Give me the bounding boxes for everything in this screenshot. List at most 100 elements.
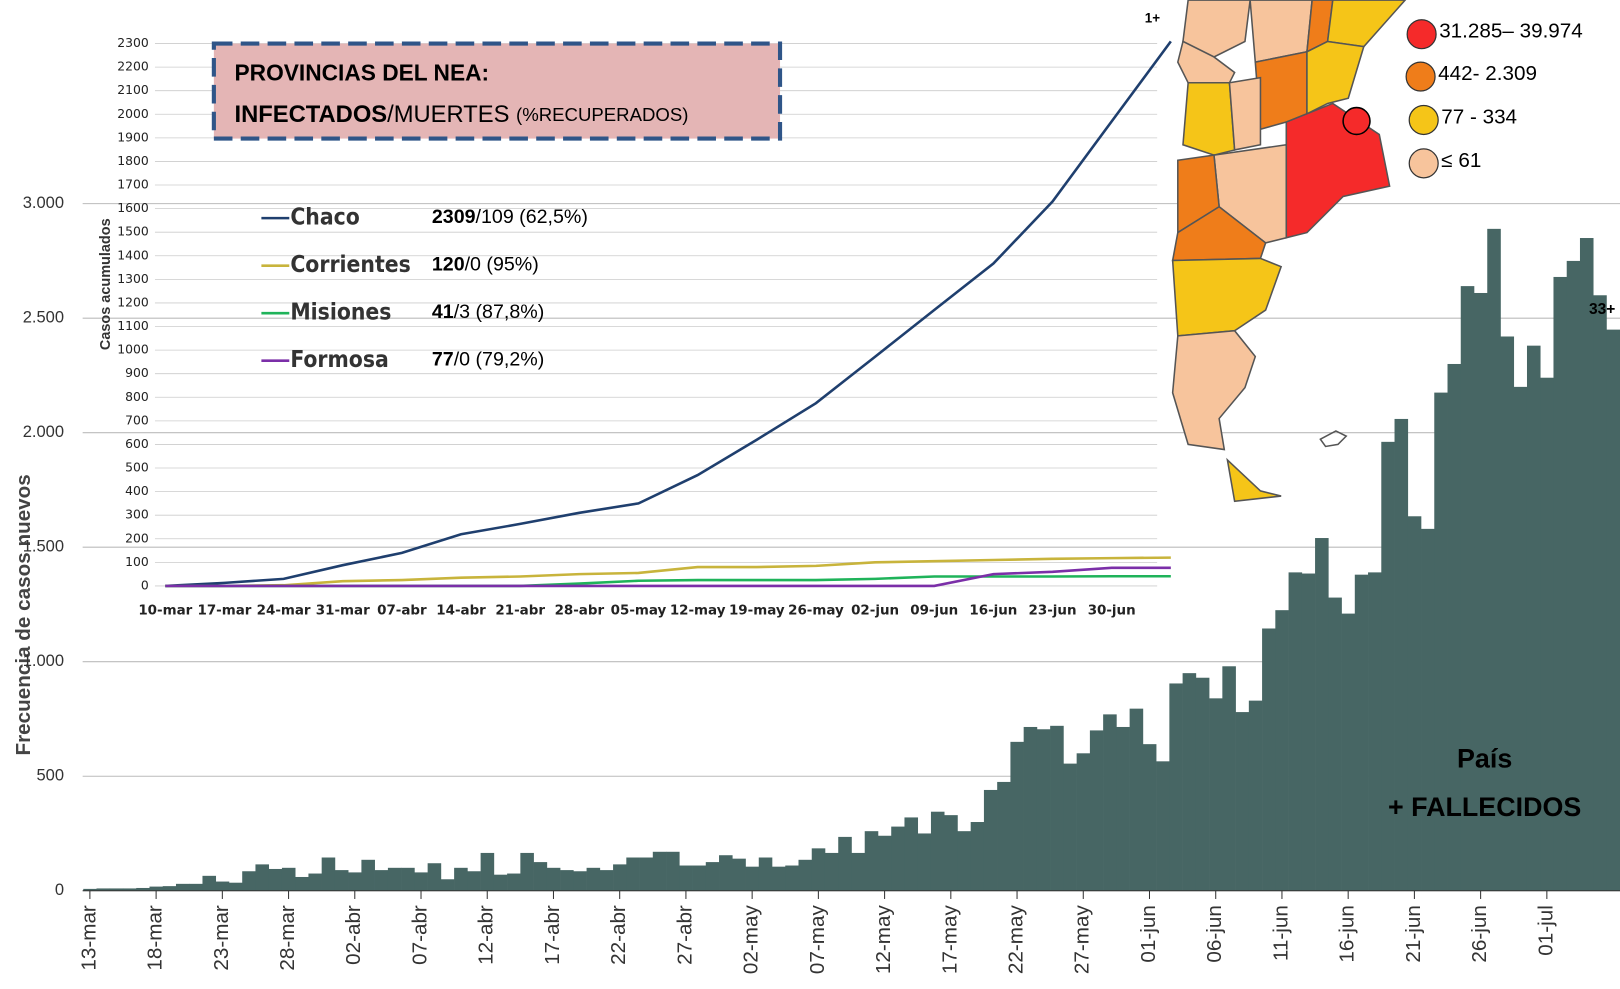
legend-detail: 41/3 (87,8%) [432, 301, 544, 323]
bar [533, 862, 548, 891]
bar [162, 886, 177, 891]
subtitle-bold: INFECTADOS [235, 101, 388, 128]
bar [997, 781, 1011, 891]
bar [1235, 712, 1250, 891]
grid [82, 43, 1620, 892]
bar [613, 864, 627, 891]
bar [719, 855, 733, 891]
bar [785, 865, 799, 891]
bar [639, 857, 654, 891]
x-tick-label: 16-jun [1336, 905, 1359, 962]
legend-label: 31.285– 39.974 [1439, 20, 1583, 43]
bar [215, 881, 230, 891]
annotation: 1+ [1145, 10, 1160, 25]
y-tick-label: 2100 [117, 82, 149, 97]
bar [96, 888, 111, 891]
bar [361, 859, 375, 891]
bar [281, 867, 296, 891]
line [165, 574, 1171, 588]
line [165, 566, 1171, 588]
title-box [211, 41, 783, 141]
x-tick-label: 10-mar [138, 604, 192, 619]
x-tick-label: 01-jul [1534, 905, 1557, 956]
bar [454, 867, 468, 891]
legend-bold: 2309 [432, 206, 476, 228]
bar [136, 887, 150, 891]
y-tick-label: 2.500 [23, 308, 64, 327]
inset: 0100200300400500600700800900100011001200… [117, 35, 1172, 619]
inset-subtitle: INFECTADOS/MUERTES (%RECUPERADOS) [235, 101, 689, 128]
bar [255, 864, 270, 891]
legend-label: ≤ 61 [1441, 149, 1481, 172]
y-axis-label: Frecuencia de casos nuevos [12, 474, 35, 755]
bar [891, 826, 905, 891]
bar [427, 863, 442, 891]
bar [970, 822, 985, 891]
bar [321, 857, 336, 891]
bar [334, 870, 349, 891]
bar [824, 852, 839, 891]
map-legend: 31.285– 39.974 442- 2.309 77 - 334 ≤ 61 [1405, 19, 1583, 179]
x-tick-label: 07-abr [408, 905, 431, 965]
bar [1354, 574, 1369, 891]
y-tick-label: 2300 [117, 35, 149, 50]
legend-label: Corrientes [290, 252, 410, 278]
legend-label: 442- 2.309 [1438, 62, 1537, 85]
y-tick-label: 1300 [117, 271, 149, 286]
bar [904, 817, 919, 891]
bar [1129, 708, 1144, 891]
bar [1262, 628, 1276, 891]
x-tick-label: 28-abr [555, 604, 605, 619]
bar [109, 888, 124, 891]
y-tick-label: 1.500 [23, 537, 64, 556]
map-marker [1342, 106, 1371, 136]
x-tick-label: 21-jun [1402, 905, 1425, 962]
bar [1076, 753, 1091, 891]
x-tick-label: 17-abr [541, 905, 564, 965]
y-tick-label: 0 [141, 577, 149, 592]
x-tick-label: 12-abr [475, 905, 498, 965]
legend-rest: /109 (62,5%) [476, 206, 588, 228]
legend-swatch [1406, 19, 1437, 50]
bar [1526, 345, 1541, 891]
y-tick-label: 1900 [117, 129, 149, 144]
bar [122, 888, 137, 891]
bar [1089, 730, 1104, 891]
bar [546, 867, 561, 891]
line [165, 40, 1172, 588]
bar [308, 873, 322, 891]
y-tick-label: 800 [125, 389, 149, 404]
bar [1460, 286, 1475, 891]
bar [1487, 228, 1501, 891]
bar [467, 871, 481, 891]
x-tick-label: 22-abr [607, 905, 630, 965]
x-tick-label: 09-jun [910, 604, 958, 619]
bar [772, 866, 786, 891]
bar [1593, 295, 1607, 891]
bar [758, 857, 773, 891]
bar [586, 867, 601, 891]
bar [1315, 538, 1329, 891]
bar [1169, 683, 1183, 891]
bar [877, 835, 892, 891]
bar [1368, 572, 1382, 891]
y-tick-label: 900 [125, 365, 149, 380]
bar [692, 865, 707, 891]
bar [851, 852, 866, 891]
bar [917, 833, 932, 891]
y-tick-label: 100 [125, 554, 149, 569]
x-tick-label: 06-jun [1203, 905, 1226, 962]
x-tick-label: 22-may [1004, 905, 1027, 975]
bar [387, 867, 402, 891]
legend-label: Misiones [290, 300, 391, 326]
bar [189, 883, 203, 891]
bar [401, 867, 415, 891]
x-tick-label: 27-may [1071, 905, 1094, 975]
bar [175, 883, 190, 891]
bar [520, 852, 534, 891]
bar [149, 886, 164, 891]
bar [1421, 528, 1435, 891]
line [165, 556, 1171, 588]
